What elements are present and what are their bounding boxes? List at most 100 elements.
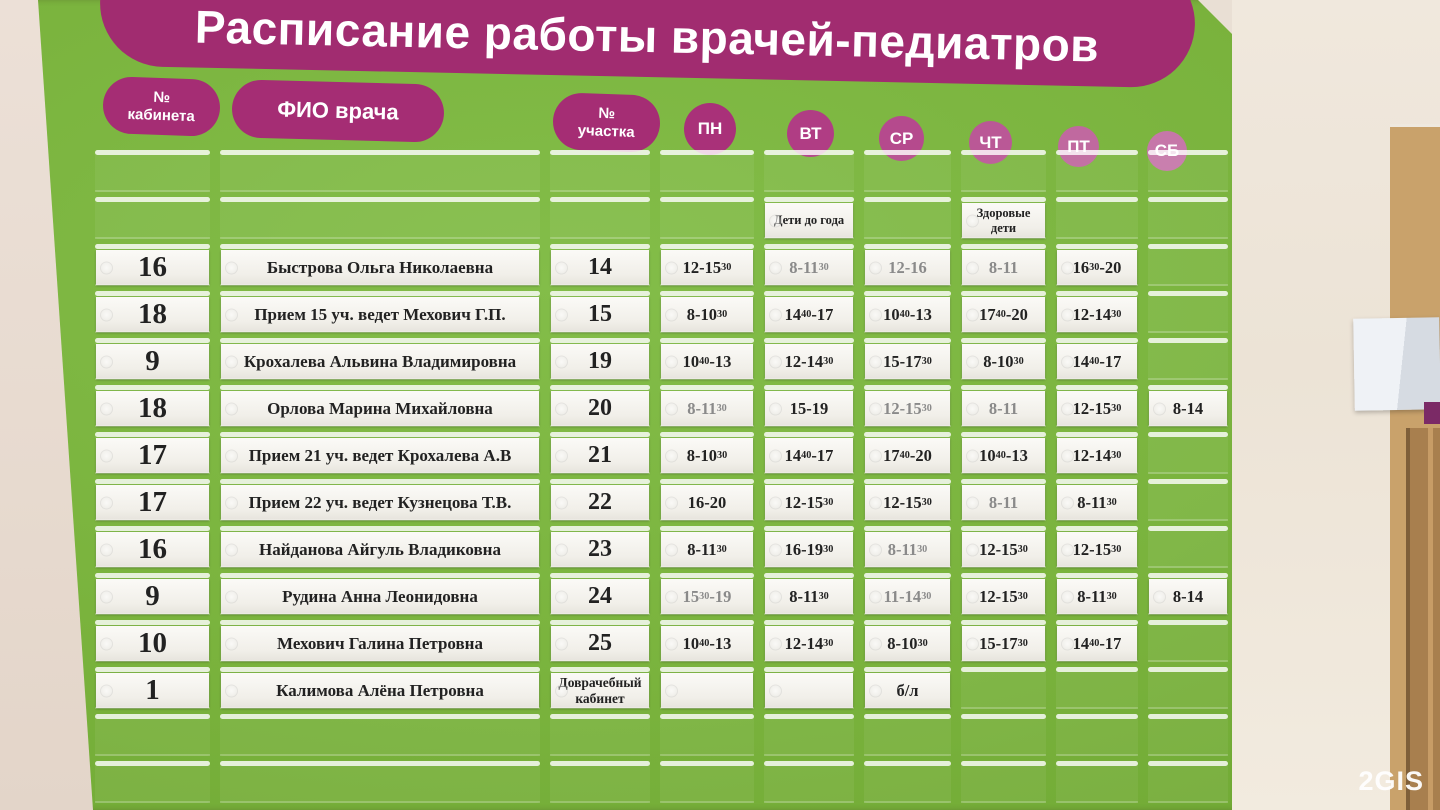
doctor-name-card: Орлова Марина Михайловна xyxy=(221,391,539,426)
card-slot: 8-11 30 xyxy=(1056,479,1138,521)
schedule-time-card: 16 30 -20 xyxy=(1057,250,1137,285)
card-slot: 14 40 -17 xyxy=(764,432,854,474)
schedule-board: Расписание работы врачей-педиатров № каб… xyxy=(0,0,1232,810)
card-slot xyxy=(864,197,951,239)
table-row: 18 Прием 15 уч. ведет Мехович Г.П. 15 8-10 3… xyxy=(95,291,1228,333)
card-slot xyxy=(660,667,754,709)
card-slot xyxy=(764,150,854,192)
card-slot: Быстрова Ольга Николаевна xyxy=(220,244,540,286)
card-slot: 17 40 -20 xyxy=(864,432,951,474)
card-slot: 8-14 xyxy=(1148,573,1228,615)
card-slot: 25 xyxy=(550,620,650,662)
cabinet-number-card: 17 xyxy=(96,438,209,473)
card-slot: 10 xyxy=(95,620,210,662)
doctor-name-card: Прием 15 уч. ведет Мехович Г.П. xyxy=(221,297,539,332)
card-slot: Дети до года xyxy=(764,197,854,239)
card-slot: 12-15 30 xyxy=(1056,526,1138,568)
schedule-time-card: 15-17 30 xyxy=(865,344,950,379)
table-row: 16 Найданова Айгуль Владиковна 23 8-11 30 16-… xyxy=(95,526,1228,568)
card-slot: 8-11 xyxy=(961,385,1046,427)
schedule-time-card: 12-15 30 xyxy=(865,485,950,520)
cabinet-number-card: 10 xyxy=(96,626,209,661)
table-row: 9 Рудина Анна Леонидовна 24 15 30 -19 8-11 30 11… xyxy=(95,573,1228,615)
card-slot: 22 xyxy=(550,479,650,521)
card-slot xyxy=(1148,197,1228,239)
card-slot: 16 xyxy=(95,244,210,286)
card-slot xyxy=(864,761,951,803)
card-slot: 15 xyxy=(550,291,650,333)
card-slot xyxy=(95,197,210,239)
card-slot: 8-11 30 xyxy=(660,526,754,568)
card-slot xyxy=(660,150,754,192)
card-slot: 12-15 30 xyxy=(660,244,754,286)
schedule-time-card: б/л xyxy=(865,673,950,708)
card-slot xyxy=(961,150,1046,192)
card-slot xyxy=(550,150,650,192)
card-slot xyxy=(1148,291,1228,333)
card-slot: 8-10 30 xyxy=(864,620,951,662)
card-slot: 12-16 xyxy=(864,244,951,286)
day-header-ВТ: ВТ xyxy=(787,110,834,157)
card-slot xyxy=(660,714,754,756)
card-slot: 8-11 xyxy=(961,244,1046,286)
uchastok-number-card: Доврачебный кабинет xyxy=(551,673,649,708)
cabinet-number-card: 16 xyxy=(96,532,209,567)
purple-wall-strip xyxy=(1424,402,1440,424)
card-slot: 12-15 30 xyxy=(1056,385,1138,427)
schedule-time-card xyxy=(661,673,753,708)
schedule-time-card: 10 40 -13 xyxy=(661,344,753,379)
cabinet-number-card: 16 xyxy=(96,250,209,285)
card-slot: 12-14 30 xyxy=(764,620,854,662)
card-slot: 8-11 30 xyxy=(864,526,951,568)
uchastok-number-card: 21 xyxy=(551,438,649,473)
schedule-time-card: 10 40 -13 xyxy=(865,297,950,332)
schedule-time-card xyxy=(765,673,853,708)
schedule-time-card: 15 30 -19 xyxy=(661,579,753,614)
card-slot xyxy=(95,761,210,803)
card-slot xyxy=(961,714,1046,756)
card-slot: 15-17 30 xyxy=(864,338,951,380)
schedule-time-card: 12-15 30 xyxy=(865,391,950,426)
card-slot xyxy=(1056,667,1138,709)
uchastok-number-card: 20 xyxy=(551,391,649,426)
card-slot: 8-10 30 xyxy=(961,338,1046,380)
wall-sign xyxy=(1353,317,1440,411)
card-slot xyxy=(764,714,854,756)
card-slot: 12-14 30 xyxy=(1056,432,1138,474)
card-slot: 12-15 30 xyxy=(864,385,951,427)
card-slot xyxy=(220,197,540,239)
card-slot: 24 xyxy=(550,573,650,615)
wooden-door xyxy=(1406,428,1440,810)
header-doctor-name: ФИО врача xyxy=(231,79,445,143)
schedule-time-card: 10 40 -13 xyxy=(962,438,1045,473)
doctor-name-card: Рудина Анна Леонидовна xyxy=(221,579,539,614)
schedule-time-card: 8-10 30 xyxy=(865,626,950,661)
card-slot xyxy=(961,761,1046,803)
card-slot: 10 40 -13 xyxy=(864,291,951,333)
table-row: 17 Прием 22 уч. ведет Кузнецова Т.В. 22 16-… xyxy=(95,479,1228,521)
uchastok-number-card: 22 xyxy=(551,485,649,520)
schedule-time-card: 8-10 30 xyxy=(962,344,1045,379)
schedule-time-card: 12-15 30 xyxy=(962,532,1045,567)
card-slot: 17 40 -20 xyxy=(961,291,1046,333)
schedule-time-card: 12-15 30 xyxy=(962,579,1045,614)
card-slot xyxy=(764,667,854,709)
table-row: 17 Прием 21 уч. ведет Крохалева А.В 21 8-10… xyxy=(95,432,1228,474)
card-slot: 19 xyxy=(550,338,650,380)
card-slot: 10 40 -13 xyxy=(660,338,754,380)
card-slot xyxy=(220,150,540,192)
schedule-grid: Дети до года Здоровые дети 16 Быстрова Ольг… xyxy=(95,150,1228,808)
card-slot: Мехович Галина Петровна xyxy=(220,620,540,662)
note-card: Дети до года xyxy=(765,203,853,238)
card-slot: 18 xyxy=(95,291,210,333)
header-cabinet-number: № кабинета xyxy=(102,75,221,138)
card-slot xyxy=(1148,526,1228,568)
card-slot xyxy=(550,197,650,239)
card-slot: 12-15 30 xyxy=(961,526,1046,568)
card-slot: 14 40 -17 xyxy=(1056,338,1138,380)
card-slot xyxy=(764,761,854,803)
empty-slot-row: Дети до года Здоровые дети xyxy=(95,197,1228,239)
card-slot: Рудина Анна Леонидовна xyxy=(220,573,540,615)
card-slot: Калимова Алёна Петровна xyxy=(220,667,540,709)
uchastok-number-card: 24 xyxy=(551,579,649,614)
